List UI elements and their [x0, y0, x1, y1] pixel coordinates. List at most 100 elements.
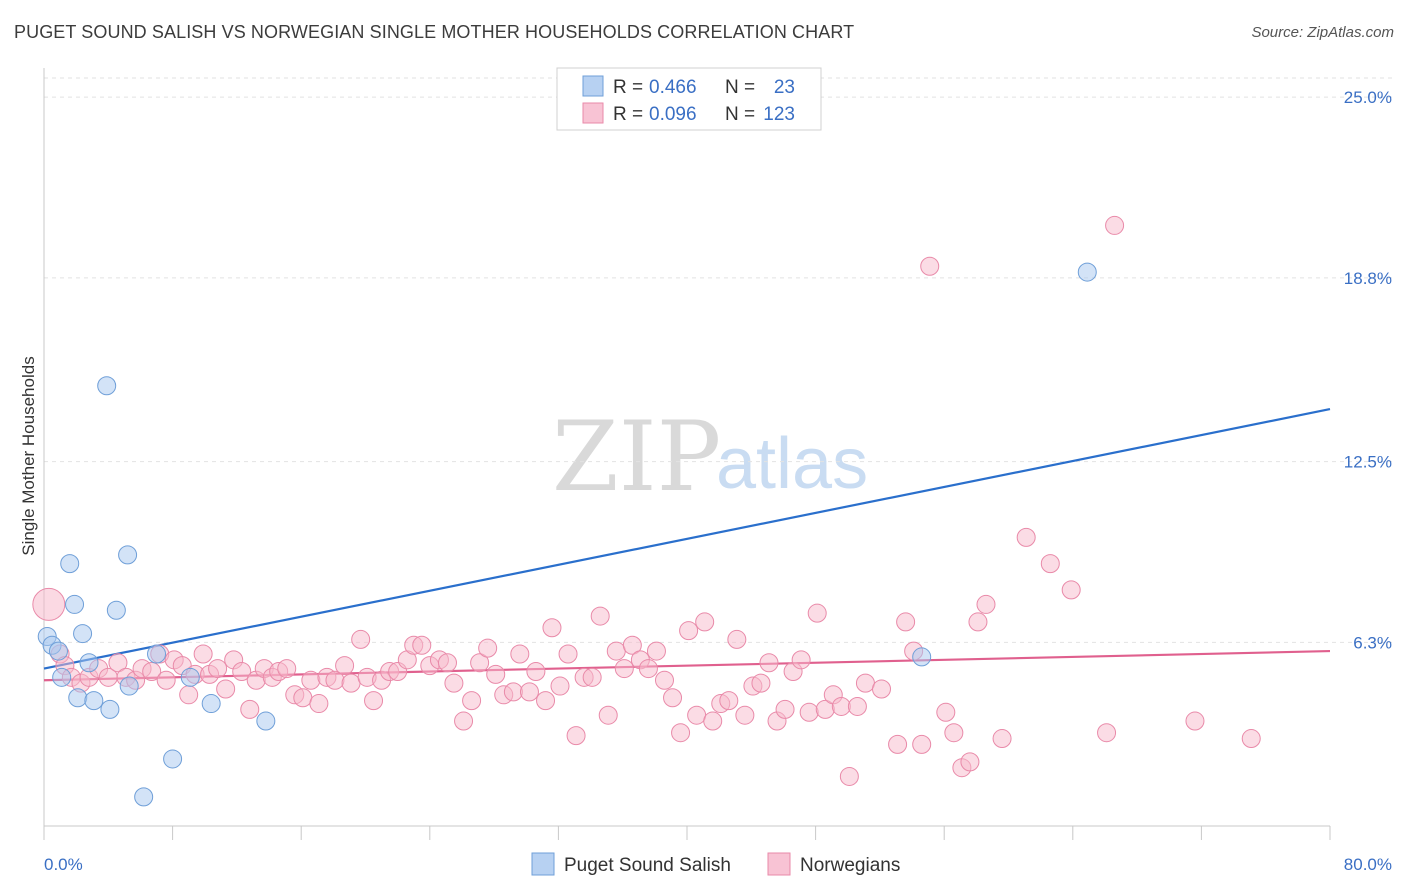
point-norwegians-86: [727, 629, 747, 649]
point-puget-4: [60, 554, 80, 574]
point-norwegians-19: [193, 644, 213, 664]
point-norwegians-82: [695, 612, 715, 632]
point-puget-22: [1077, 262, 1097, 282]
legend-n-label-1: N =: [725, 77, 755, 98]
source-credit: Source: ZipAtlas.com: [1251, 24, 1394, 41]
point-norwegians-32: [293, 688, 313, 708]
point-norwegians-8: [108, 653, 128, 673]
point-norwegians-89: [751, 673, 771, 693]
x-tick-label-max: 80.0%: [1344, 855, 1392, 874]
point-puget-20: [256, 711, 276, 731]
series-legend: Puget Sound Salish Norwegians: [531, 852, 900, 876]
point-puget-7: [73, 624, 93, 644]
point-norwegians-101: [847, 696, 867, 716]
point-norwegians-62: [536, 691, 556, 711]
point-norwegians-59: [510, 644, 530, 664]
legend-n-label-2: N =: [725, 104, 755, 125]
point-norwegians-108: [920, 256, 940, 276]
point-puget-12: [119, 676, 139, 696]
watermark-atlas: atlas: [716, 424, 868, 504]
point-puget-19: [201, 694, 221, 714]
y-tick-label-1: 12.5%: [1344, 453, 1392, 472]
point-norwegians-95: [799, 702, 819, 722]
point-norwegians-50: [437, 653, 457, 673]
point-norwegians-110: [944, 723, 964, 743]
point-norwegians-72: [614, 659, 634, 679]
point-norwegians-25: [240, 699, 260, 719]
point-puget-21: [912, 647, 932, 667]
point-norwegians-30: [277, 659, 297, 679]
point-norwegians-37: [335, 656, 355, 676]
point-norwegians-81: [687, 705, 707, 725]
point-puget-9: [84, 691, 104, 711]
point-norwegians-54: [470, 653, 490, 673]
point-norwegians-41: [364, 691, 384, 711]
point-norwegians-104: [888, 734, 908, 754]
series-label-puget: Puget Sound Salish: [564, 855, 731, 876]
point-norwegians-71: [606, 641, 626, 661]
point-norwegians-115: [992, 729, 1012, 749]
point-norwegians-17: [179, 685, 199, 705]
y-tick-labels: 6.3% 12.5% 18.8% 25.0%: [1344, 88, 1392, 652]
point-norwegians-105: [896, 612, 916, 632]
trend-line-puget: [43, 408, 1331, 670]
point-norwegians-22: [216, 679, 236, 699]
point-norwegians-78: [663, 688, 683, 708]
point-norwegians-38: [341, 673, 361, 693]
legend-swatch-norwegians: [582, 102, 604, 124]
point-norwegians-47: [412, 635, 432, 655]
point-puget-18: [180, 667, 200, 687]
point-norwegians-102: [855, 673, 875, 693]
point-norwegians-70: [598, 705, 618, 725]
point-norwegians-56: [486, 664, 506, 684]
point-norwegians-121: [1185, 711, 1205, 731]
chart-title: PUGET SOUND SALISH VS NORWEGIAN SINGLE M…: [14, 22, 855, 42]
point-norwegians-85: [719, 691, 739, 711]
legend-n-value-1: 23: [774, 77, 795, 98]
point-norwegians-87: [735, 705, 755, 725]
point-norwegians-112: [960, 752, 980, 772]
point-norwegians-52: [454, 711, 474, 731]
point-puget-8: [79, 653, 99, 673]
point-norwegians-99: [831, 696, 851, 716]
watermark-zip: ZIP: [552, 401, 721, 513]
point-norwegians-61: [526, 661, 546, 681]
point-norwegians-113: [968, 612, 988, 632]
point-norwegians-66: [566, 726, 586, 746]
legend-r-value-2: 0.096: [649, 104, 697, 125]
point-norwegians-122: [1241, 729, 1261, 749]
axes: [43, 68, 1331, 840]
point-norwegians-90: [759, 653, 779, 673]
point-norwegians-79: [671, 723, 691, 743]
legend-swatch-puget: [582, 75, 604, 97]
point-norwegians-103: [872, 679, 892, 699]
point-norwegians-12: [142, 661, 162, 681]
point-puget-15: [134, 787, 154, 807]
point-puget-3: [52, 667, 72, 687]
point-norwegians-58: [503, 682, 523, 702]
point-norwegians-64: [550, 676, 570, 696]
point-norwegians-76: [646, 641, 666, 661]
point-norwegians-69: [590, 606, 610, 626]
point-puget-6: [68, 688, 88, 708]
point-norwegians-24: [232, 661, 252, 681]
y-tick-label-2: 18.8%: [1344, 269, 1392, 288]
legend-r-label-1: R =: [613, 77, 643, 98]
point-norwegians-116: [1016, 527, 1036, 547]
point-norwegians-77: [654, 670, 674, 690]
point-puget-5: [65, 594, 85, 614]
point-norwegians-60: [519, 682, 539, 702]
point-norwegians-119: [1097, 723, 1117, 743]
legend-n-value-2: 123: [763, 104, 795, 125]
point-norwegians-114: [976, 594, 996, 614]
point-norwegians-107: [912, 734, 932, 754]
point-norwegians-109: [936, 702, 956, 722]
point-norwegians-14: [156, 670, 176, 690]
point-norwegians-39: [351, 629, 371, 649]
y-tick-label-0: 6.3%: [1353, 633, 1392, 652]
point-puget-2: [48, 641, 68, 661]
point-puget-11: [106, 600, 126, 620]
point-norwegians-120: [1105, 215, 1125, 235]
point-norwegians-92: [775, 699, 795, 719]
